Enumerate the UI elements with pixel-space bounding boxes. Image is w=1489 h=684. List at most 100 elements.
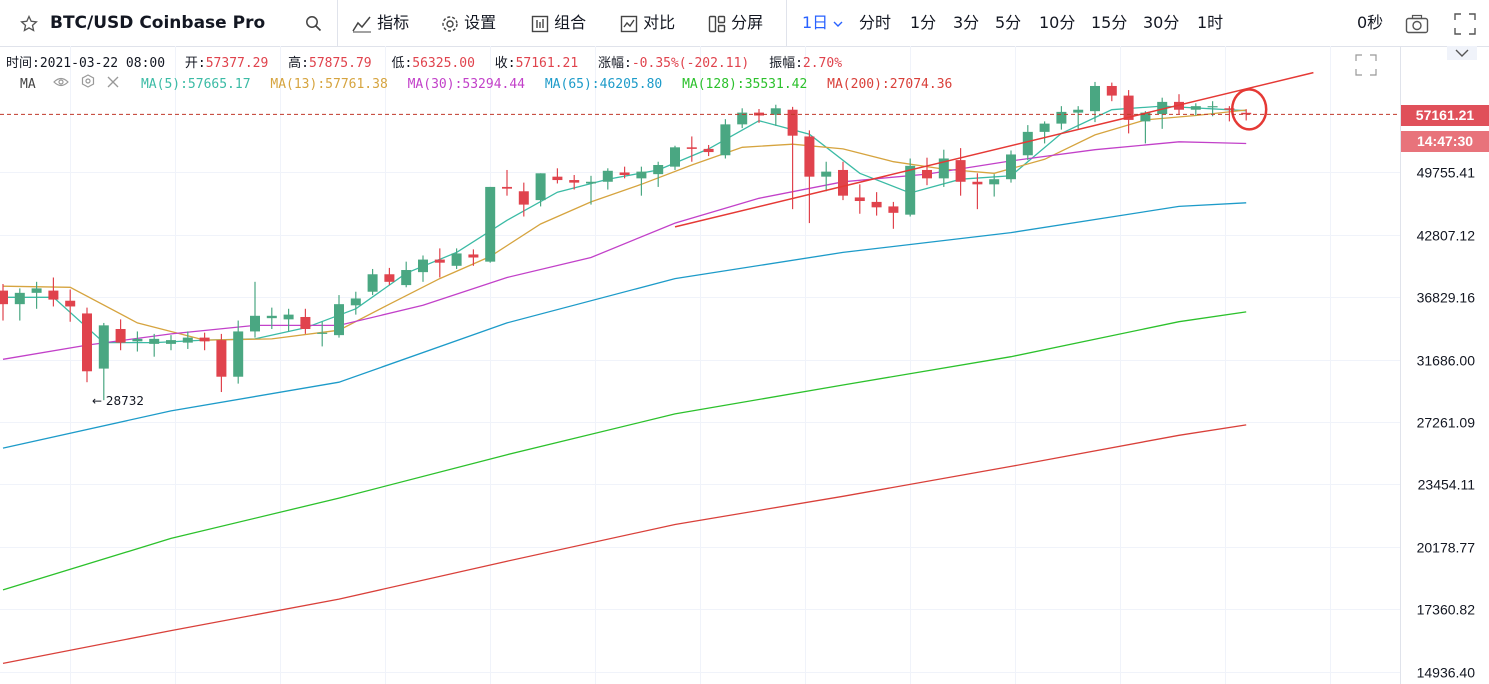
candle-body [552, 176, 563, 181]
candle-body [720, 124, 731, 156]
candle [821, 161, 832, 192]
candle-body [199, 337, 210, 342]
candle [82, 307, 92, 383]
ma30-legend: MA(30):53294.44 [407, 77, 526, 92]
candle [182, 331, 193, 349]
candle-body [149, 338, 160, 344]
candle [1190, 103, 1201, 116]
trendline-group [674, 71, 1314, 228]
fullscreen-icon[interactable] [1454, 0, 1476, 46]
candle-body [384, 274, 395, 282]
candle-body [317, 332, 328, 334]
candle [686, 136, 697, 162]
split-screen-button[interactable]: 分屏 [708, 0, 763, 46]
candle-body [737, 112, 748, 125]
candle [317, 321, 328, 347]
settings-hex-icon[interactable] [81, 74, 95, 92]
candle-body [65, 300, 76, 307]
countdown-label: 0秒 [1357, 13, 1384, 32]
price-tick-label: 36829.16 [1417, 290, 1476, 306]
candle [0, 283, 8, 321]
candle-body [905, 165, 916, 215]
compare-button[interactable]: 对比 [620, 0, 675, 46]
combo-button[interactable]: 组合 [531, 0, 586, 46]
price-tick-label: 42807.12 [1417, 228, 1476, 244]
interval-option[interactable]: 30分 [1143, 13, 1180, 32]
candle [535, 173, 546, 207]
camera-icon[interactable] [1405, 0, 1429, 46]
candle-body [821, 171, 832, 177]
candle-body [787, 109, 798, 136]
candle [1006, 150, 1016, 183]
candle-body [502, 186, 512, 189]
candle [972, 173, 983, 210]
candle-body [350, 298, 361, 306]
candle [703, 144, 714, 157]
candle [367, 268, 378, 296]
candle [552, 168, 563, 184]
candle [48, 277, 59, 307]
candle-body [451, 253, 462, 266]
candle-body [1140, 112, 1151, 122]
candle-body [1207, 106, 1218, 108]
interval-selected: 1日 [802, 13, 829, 32]
interval-option[interactable]: 5分 [995, 13, 1022, 32]
interval-option[interactable]: 15分 [1091, 13, 1128, 32]
chevron-down-icon [833, 13, 843, 32]
settings-label: 设置 [464, 13, 497, 32]
candle [1022, 125, 1033, 161]
candle [737, 108, 748, 129]
candle-body [1241, 112, 1252, 115]
candle-body [1022, 131, 1033, 156]
candle-body [283, 314, 294, 320]
interval-option[interactable]: 3分 [953, 13, 980, 32]
candle-body [1190, 106, 1201, 110]
candle [636, 166, 647, 196]
candle [1140, 111, 1151, 144]
candle [199, 332, 210, 351]
candle [266, 307, 277, 329]
interval-dropdown[interactable]: 1日 [802, 0, 843, 46]
ma-line [2, 141, 1247, 360]
eye-icon[interactable] [53, 77, 70, 92]
candle-body [266, 315, 277, 319]
search-icon[interactable] [305, 0, 322, 46]
price-tick-label: 49755.41 [1417, 165, 1476, 181]
candle [804, 130, 815, 224]
close-icon[interactable] [107, 76, 119, 92]
interval-option[interactable]: 1分 [910, 13, 937, 32]
high-label: 高: [288, 56, 309, 71]
candle-body [0, 290, 8, 305]
price-chart[interactable]: 49755.41 42807.12 36829.16 31686.00 27261.09… [0, 46, 1489, 684]
candle-body [1090, 85, 1100, 112]
candle [888, 201, 899, 229]
indicators-button[interactable]: 指标 [352, 0, 409, 46]
candle-body [166, 340, 176, 344]
candle [989, 174, 1000, 197]
candle-body [586, 181, 596, 184]
candle-body [334, 304, 344, 336]
expand-pane-icon [1355, 54, 1377, 76]
price-tick-label: 14936.40 [1417, 665, 1476, 681]
candle [670, 145, 680, 170]
ohlc-legend: 时间:2021-03-22 08:00 开:57377.29 高:57875.7… [6, 52, 842, 71]
interval-option[interactable]: 分时 [859, 13, 892, 32]
close-label: 收: [494, 56, 516, 71]
favorite-star-icon[interactable] [20, 0, 38, 46]
highlight-circle [1230, 88, 1268, 131]
settings-button[interactable]: 设置 [441, 0, 496, 46]
interval-option[interactable]: 10分 [1039, 13, 1076, 32]
symbol-title[interactable]: BTC/USD Coinbase Pro [50, 13, 266, 33]
interval-option[interactable]: 1时 [1197, 13, 1224, 32]
ma-legend: MA MA(5):57665.17 MA(13):57761.38 MA(30)… [20, 74, 952, 92]
ma-line [2, 311, 1247, 591]
candle-body [1224, 108, 1235, 110]
candle-body [636, 171, 647, 179]
candle [216, 333, 227, 393]
combo-icon [531, 13, 549, 32]
candle-body [250, 315, 260, 332]
candle [1056, 106, 1067, 130]
gear-icon [441, 13, 459, 32]
time-label: 时间: [6, 56, 40, 71]
candle [14, 288, 25, 321]
